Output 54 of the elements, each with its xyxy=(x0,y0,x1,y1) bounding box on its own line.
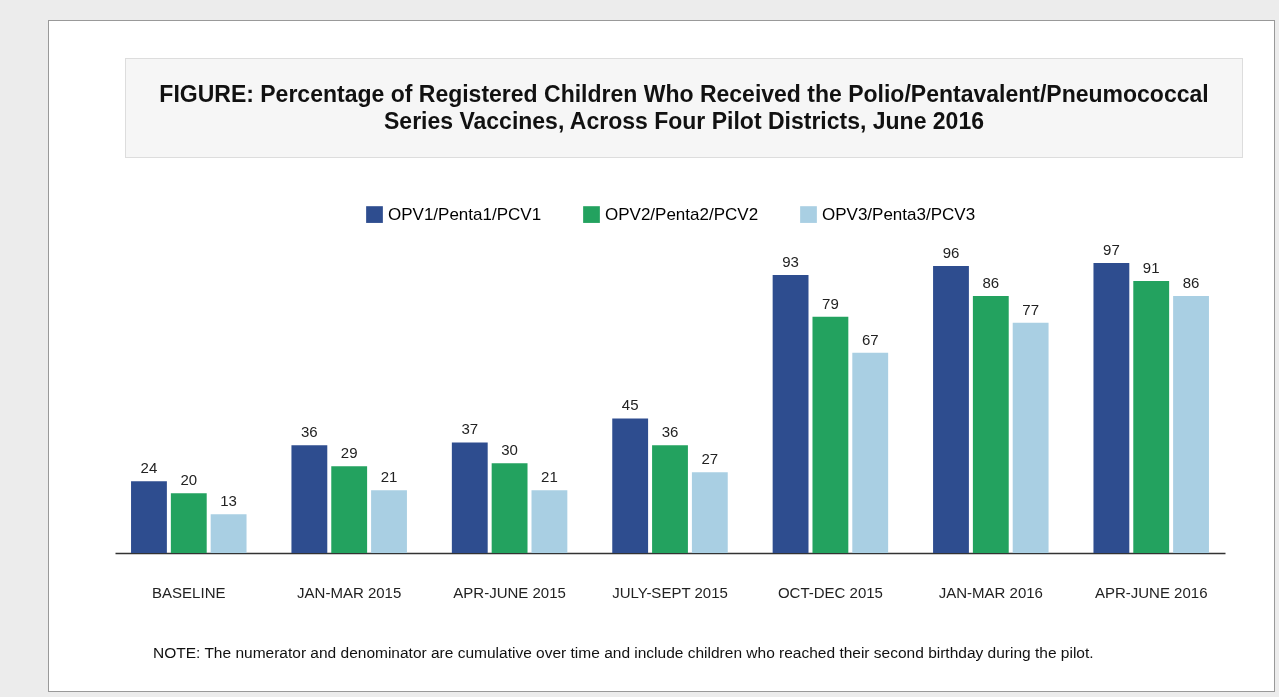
bar xyxy=(291,445,328,553)
bar xyxy=(131,481,167,553)
data-label: 79 xyxy=(822,294,839,312)
data-label: 36 xyxy=(301,423,318,441)
bar xyxy=(1173,295,1209,553)
x-tick-label: APR-JUNE 2015 xyxy=(453,583,566,601)
x-tick-label: APR-JUNE 2016 xyxy=(1094,583,1208,601)
legend-label: OPV3/Penta3/PCV3 xyxy=(822,204,976,224)
bar xyxy=(933,265,969,553)
x-tick-label: JULY-SEPT 2015 xyxy=(612,583,728,601)
bar xyxy=(1012,322,1049,553)
x-tick-label: JAN-MAR 2015 xyxy=(297,583,402,601)
x-tick-label: OCT-DEC 2015 xyxy=(777,583,883,601)
x-tick-label: JAN-MAR 2016 xyxy=(938,583,1043,601)
bar xyxy=(852,352,889,553)
data-label: 97 xyxy=(1103,241,1120,258)
bar xyxy=(691,472,728,553)
text: NOTE: The numerator and denominator are cumulative over time and include children who reached their second birthday during the pilot. xyxy=(153,644,1094,662)
data-label: 36 xyxy=(661,423,679,441)
legend-label: OPV2/Penta2/PCV2 xyxy=(605,204,759,224)
data-label: 67 xyxy=(861,330,879,348)
data-label: 24 xyxy=(140,459,158,477)
chart-title: FIGURE: Percentage of Registered Children Who Received the Polio/Pentavalent/Pneumococcal Series Vaccines, Across Four Pilot Districts, June 2016 xyxy=(125,58,1243,158)
data-label: 77 xyxy=(1022,300,1039,318)
legend-label: OPV1/Penta1/PCV1 xyxy=(388,204,542,224)
bar xyxy=(531,490,568,553)
bar xyxy=(612,418,649,553)
bar xyxy=(1093,263,1130,553)
data-label: 93 xyxy=(782,252,799,270)
bar xyxy=(972,295,1009,553)
data-label: 21 xyxy=(541,468,558,486)
data-label: 30 xyxy=(501,441,518,459)
data-label: 91 xyxy=(1142,258,1160,276)
bar xyxy=(210,514,247,553)
data-label: 29 xyxy=(340,444,358,462)
data-label: 13 xyxy=(220,492,237,510)
bar xyxy=(772,274,809,553)
bar xyxy=(451,442,488,553)
data-label: 21 xyxy=(380,468,398,486)
bar xyxy=(1133,280,1170,553)
data-label: 20 xyxy=(180,471,198,489)
bar xyxy=(812,316,849,553)
data-label: 45 xyxy=(621,396,639,414)
x-tick-label: BASELINE xyxy=(152,583,226,601)
bar xyxy=(491,463,528,553)
bar xyxy=(331,466,368,553)
bar xyxy=(170,493,207,553)
bar xyxy=(652,445,688,553)
bar xyxy=(371,490,407,553)
data-label: 86 xyxy=(982,273,1000,291)
data-label: 37 xyxy=(461,420,479,438)
data-label: 27 xyxy=(701,450,719,468)
data-label: 86 xyxy=(1182,273,1200,291)
data-label: 96 xyxy=(942,243,960,261)
